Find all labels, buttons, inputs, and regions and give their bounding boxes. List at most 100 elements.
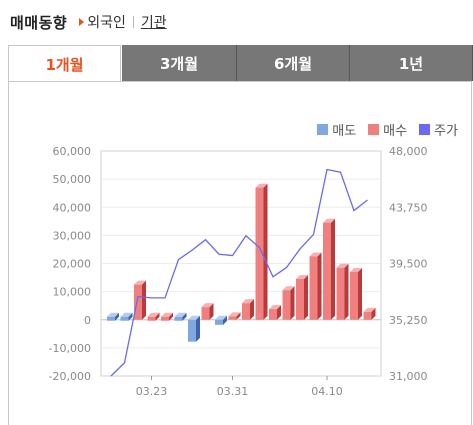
bar xyxy=(269,305,281,320)
bar-side xyxy=(236,312,241,320)
bar xyxy=(363,307,376,320)
bar-top xyxy=(147,312,160,317)
bar-side xyxy=(142,280,146,320)
bar-front xyxy=(215,319,223,325)
right-tick-label: 35,250 xyxy=(389,314,428,327)
bar-top xyxy=(161,312,173,317)
bar-top xyxy=(255,183,268,188)
bar-top xyxy=(323,218,335,223)
bar-side xyxy=(128,312,133,321)
bar-top xyxy=(174,312,187,317)
bar-front xyxy=(269,309,277,320)
bar-front xyxy=(120,316,129,321)
x-tick-label: 03.31 xyxy=(217,385,249,398)
legend-price: 주가 xyxy=(419,120,458,139)
bar xyxy=(120,312,133,321)
bar-side xyxy=(331,218,335,320)
bar-side xyxy=(223,315,227,325)
bar-front xyxy=(188,319,196,342)
bar-top xyxy=(201,303,214,308)
bar-side xyxy=(209,303,214,320)
arrow-right-icon xyxy=(79,18,85,26)
bar-front xyxy=(147,316,156,321)
bar-top xyxy=(309,252,322,257)
tab-1-month[interactable]: 1개월 xyxy=(8,45,121,82)
header: 매매동향 외국인 기관 xyxy=(10,8,167,36)
bar-front xyxy=(282,290,291,320)
legend-swatch-sell xyxy=(317,124,329,135)
left-tick-label: -20,000 xyxy=(49,370,91,383)
left-tick-label: 0 xyxy=(84,314,91,327)
price-line xyxy=(110,168,368,377)
left-tick-label: 30,000 xyxy=(53,229,92,242)
divider xyxy=(132,16,134,28)
bar xyxy=(282,286,295,320)
bar-side xyxy=(115,312,119,321)
bar-top xyxy=(228,312,241,317)
bar-top xyxy=(363,307,376,312)
bar-side xyxy=(155,312,160,321)
bar-top xyxy=(107,312,119,317)
legend-swatch-price xyxy=(419,124,431,135)
bar xyxy=(255,183,268,320)
institution-link[interactable]: 기관 xyxy=(140,15,167,31)
bar-front xyxy=(201,307,210,320)
bar-front xyxy=(174,316,183,321)
tab-3-months[interactable]: 3개월 xyxy=(122,45,237,81)
bar-top xyxy=(282,286,295,291)
bar-side xyxy=(358,267,362,320)
bar xyxy=(161,312,173,321)
bar-top xyxy=(336,263,349,268)
bar xyxy=(215,315,227,325)
legend-sell: 매도 xyxy=(317,120,356,139)
bar-side xyxy=(250,299,254,320)
x-tick-label: 04.10 xyxy=(311,385,343,398)
bar-front xyxy=(296,278,304,320)
bar-front xyxy=(323,222,331,320)
right-tick-label: 31,000 xyxy=(389,370,428,383)
bar-side xyxy=(371,307,376,320)
chart-panel xyxy=(8,81,472,425)
bar xyxy=(350,267,362,320)
bar-front xyxy=(363,311,372,320)
bar-top xyxy=(120,312,133,317)
bar-front xyxy=(228,316,237,320)
tab-6-months[interactable]: 6개월 xyxy=(237,45,350,81)
bar-top xyxy=(296,274,308,279)
bar-top xyxy=(350,267,362,272)
bar-side xyxy=(169,312,173,321)
left-tick-label: 40,000 xyxy=(53,201,92,214)
left-tick-label: 20,000 xyxy=(53,258,92,271)
bar-side xyxy=(196,315,200,342)
bar-top xyxy=(269,305,281,310)
bar-front xyxy=(309,256,318,320)
bar xyxy=(242,299,254,320)
bar xyxy=(336,263,349,320)
chart-legend: 매도 매수 주가 xyxy=(305,120,458,139)
bar xyxy=(174,312,187,321)
left-tick-label: 10,000 xyxy=(53,286,92,299)
bar-side xyxy=(317,252,322,320)
bar xyxy=(296,274,308,320)
bar-side xyxy=(304,274,308,320)
left-tick-label: 60,000 xyxy=(53,145,92,158)
period-tabs: 1개월 3개월 6개월 1년 xyxy=(8,45,473,82)
bar xyxy=(228,312,241,320)
foreign-investor-link[interactable]: 외국인 xyxy=(87,15,126,31)
bar-side xyxy=(263,183,268,320)
bar xyxy=(147,312,160,321)
bar-front xyxy=(134,284,142,320)
bar-side xyxy=(277,305,281,320)
right-tick-label: 39,500 xyxy=(389,258,428,271)
right-tick-label: 48,000 xyxy=(389,145,428,158)
legend-buy: 매수 xyxy=(368,120,407,139)
bar-top xyxy=(134,280,146,285)
page-title: 매매동향 xyxy=(10,13,68,32)
right-tick-label: 43,750 xyxy=(389,201,428,214)
bar-side xyxy=(182,312,187,321)
bar-side xyxy=(344,263,349,320)
legend-swatch-buy xyxy=(368,124,380,135)
bar-top xyxy=(242,299,254,304)
bar xyxy=(309,252,322,320)
